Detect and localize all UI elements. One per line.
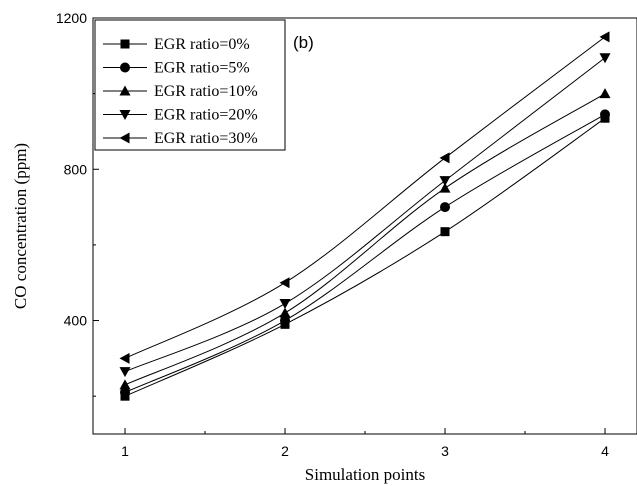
- series-line: [124, 36, 606, 359]
- y-tick-label: 800: [64, 161, 88, 177]
- legend-label: EGR ratio=30%: [154, 130, 258, 147]
- legend-marker-square: [120, 39, 130, 49]
- series-2: [119, 88, 611, 390]
- data-point-triangle-up: [439, 182, 451, 193]
- x-tick-label: 4: [601, 443, 609, 459]
- y-axis-label: CO concentration (ppm): [11, 143, 30, 309]
- data-point-triangle-up: [119, 379, 131, 390]
- legend-label: EGR ratio=20%: [154, 107, 258, 124]
- legend: EGR ratio=0% EGR ratio=5% EGR ratio=10% EGR…: [94, 19, 286, 151]
- data-point-triangle-up: [599, 88, 611, 99]
- data-point-circle: [280, 315, 290, 326]
- series-4: [119, 31, 610, 364]
- legend-item: EGR ratio=0%: [103, 36, 250, 53]
- x-tick-label: 2: [281, 443, 289, 459]
- series-layer: [119, 31, 611, 401]
- series-1: [120, 109, 610, 398]
- x-tick-label: 3: [441, 443, 449, 459]
- y-tick-label: 1200: [56, 10, 87, 26]
- legend-item: EGR ratio=10%: [103, 83, 258, 100]
- legend-marker-triangle-up: [119, 85, 131, 96]
- axis-layer: 1 2 3 4 400 800 1200: [56, 10, 609, 459]
- legend-item: EGR ratio=5%: [103, 60, 250, 77]
- data-point-triangle-down: [119, 367, 131, 378]
- data-point-circle: [440, 202, 450, 213]
- data-point-square: [440, 227, 450, 237]
- y-tick-label: 400: [64, 313, 88, 329]
- legend-item: EGR ratio=30%: [103, 130, 258, 147]
- x-tick-label: 1: [121, 443, 129, 459]
- legend-label: EGR ratio=0%: [154, 36, 250, 53]
- series-line: [124, 57, 606, 373]
- data-point-triangle-down: [439, 176, 451, 187]
- series-line: [124, 93, 606, 386]
- data-point-triangle-left: [279, 277, 290, 289]
- legend-marker-circle: [120, 62, 130, 73]
- series-line: [124, 114, 606, 393]
- data-point-circle: [120, 387, 130, 398]
- series-3: [119, 53, 611, 378]
- x-axis-label: Simulation points: [305, 465, 425, 484]
- data-point-triangle-down: [279, 299, 291, 310]
- data-point-triangle-left: [119, 352, 130, 364]
- data-point-triangle-left: [439, 152, 450, 164]
- legend-marker-triangle-down: [119, 110, 131, 120]
- data-point-triangle-left: [599, 31, 610, 43]
- legend-item: EGR ratio=20%: [103, 107, 258, 124]
- series-line: [124, 117, 606, 397]
- legend-marker-triangle-left: [119, 132, 130, 144]
- legend-label: EGR ratio=5%: [154, 60, 250, 77]
- panel-label: (b): [293, 33, 314, 52]
- data-point-triangle-up: [279, 307, 291, 318]
- data-point-circle: [600, 109, 610, 120]
- legend-label: EGR ratio=10%: [154, 83, 258, 100]
- data-point-triangle-down: [599, 53, 611, 64]
